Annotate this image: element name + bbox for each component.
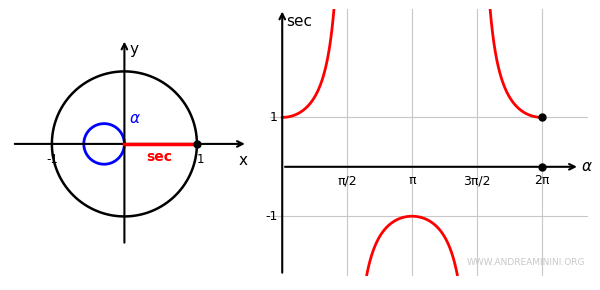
Text: α: α	[582, 159, 592, 174]
Text: -1: -1	[265, 210, 277, 223]
Text: sec: sec	[286, 14, 313, 29]
Text: π: π	[408, 174, 416, 187]
Text: π/2: π/2	[337, 174, 357, 187]
Text: α: α	[130, 111, 139, 126]
Text: 1: 1	[197, 153, 205, 166]
Text: sec: sec	[146, 150, 172, 164]
Text: 2π: 2π	[534, 174, 550, 187]
Text: WWW.ANDREAMININI.ORG: WWW.ANDREAMININI.ORG	[466, 258, 585, 267]
Text: -1: -1	[46, 153, 58, 166]
Text: 3π/2: 3π/2	[463, 174, 491, 187]
Text: x: x	[238, 153, 247, 168]
Text: 1: 1	[269, 111, 277, 124]
Text: y: y	[130, 42, 139, 57]
